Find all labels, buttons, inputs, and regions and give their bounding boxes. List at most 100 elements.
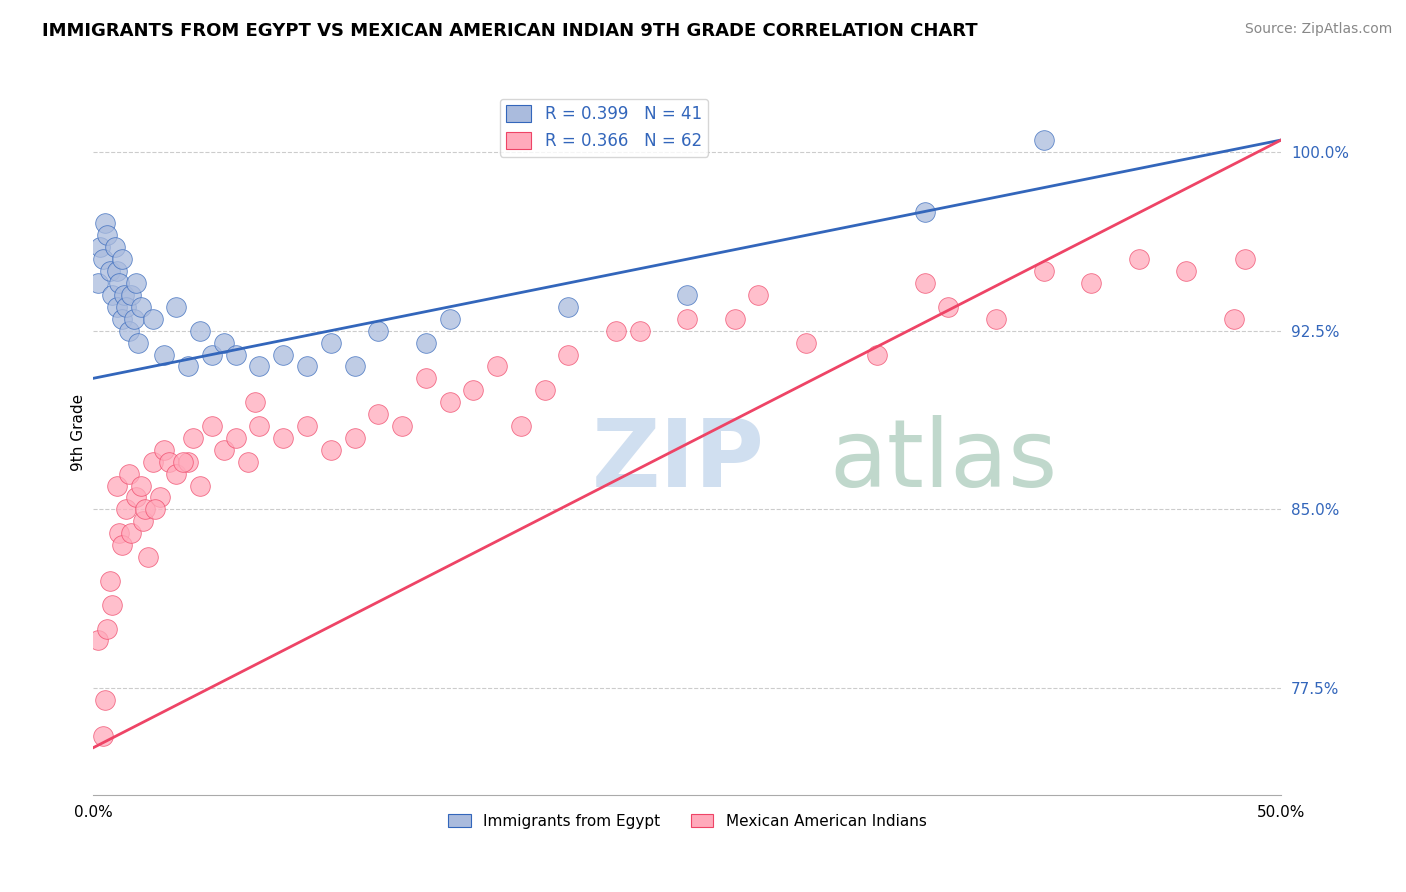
Point — [271, 431, 294, 445]
Point — [676, 288, 699, 302]
Point — [129, 478, 152, 492]
Point — [143, 502, 166, 516]
Point — [463, 384, 485, 398]
Point — [87, 276, 110, 290]
Point — [249, 419, 271, 434]
Point — [243, 395, 266, 409]
Legend: Immigrants from Egypt, Mexican American Indians: Immigrants from Egypt, Mexican American … — [441, 808, 932, 835]
Point — [125, 276, 148, 290]
Point — [343, 359, 366, 374]
Point — [866, 347, 889, 361]
Point — [94, 216, 117, 230]
Point — [153, 442, 176, 457]
Point — [225, 347, 247, 361]
Point — [914, 204, 936, 219]
Point — [486, 359, 509, 374]
Point — [201, 419, 224, 434]
Text: ZIP: ZIP — [592, 415, 765, 507]
Point — [111, 311, 134, 326]
Point — [724, 311, 747, 326]
Point — [177, 455, 200, 469]
Point — [605, 324, 627, 338]
Point — [212, 442, 235, 457]
Point — [295, 359, 318, 374]
Point — [984, 311, 1007, 326]
Point — [172, 455, 194, 469]
Point — [343, 431, 366, 445]
Point — [177, 359, 200, 374]
Text: atlas: atlas — [830, 415, 1057, 507]
Point — [111, 538, 134, 552]
Point — [201, 347, 224, 361]
Point — [157, 455, 180, 469]
Point — [136, 550, 159, 565]
Point — [319, 335, 342, 350]
Point — [132, 514, 155, 528]
Point — [101, 288, 124, 302]
Point — [415, 335, 437, 350]
Text: IMMIGRANTS FROM EGYPT VS MEXICAN AMERICAN INDIAN 9TH GRADE CORRELATION CHART: IMMIGRANTS FROM EGYPT VS MEXICAN AMERICA… — [42, 22, 977, 40]
Point — [165, 467, 187, 481]
Point — [105, 478, 128, 492]
Point — [367, 324, 389, 338]
Point — [120, 288, 142, 302]
Point — [142, 455, 165, 469]
Point — [108, 276, 131, 290]
Point — [676, 311, 699, 326]
Point — [914, 276, 936, 290]
Point — [108, 526, 131, 541]
Point — [225, 431, 247, 445]
Point — [271, 347, 294, 361]
Text: Source: ZipAtlas.com: Source: ZipAtlas.com — [1244, 22, 1392, 37]
Point — [319, 442, 342, 457]
Point — [134, 502, 156, 516]
Point — [125, 491, 148, 505]
Point — [115, 300, 138, 314]
Point — [367, 407, 389, 421]
Point — [129, 300, 152, 314]
Point — [1222, 311, 1244, 326]
Point — [98, 264, 121, 278]
Point — [236, 455, 259, 469]
Point — [105, 264, 128, 278]
Point — [96, 228, 118, 243]
Point — [96, 622, 118, 636]
Point — [91, 252, 114, 267]
Point — [628, 324, 651, 338]
Point — [89, 240, 111, 254]
Point — [533, 384, 555, 398]
Point — [115, 502, 138, 516]
Point — [188, 478, 211, 492]
Y-axis label: 9th Grade: 9th Grade — [72, 393, 86, 470]
Point — [153, 347, 176, 361]
Point — [557, 300, 579, 314]
Point — [794, 335, 817, 350]
Point — [938, 300, 960, 314]
Point — [295, 419, 318, 434]
Point — [188, 324, 211, 338]
Point — [557, 347, 579, 361]
Point — [103, 240, 125, 254]
Point — [509, 419, 531, 434]
Point — [94, 693, 117, 707]
Point — [1032, 133, 1054, 147]
Point — [111, 252, 134, 267]
Point — [391, 419, 413, 434]
Point — [249, 359, 271, 374]
Point — [87, 633, 110, 648]
Point — [98, 574, 121, 588]
Point — [181, 431, 204, 445]
Point — [91, 729, 114, 743]
Point — [118, 467, 141, 481]
Point — [142, 311, 165, 326]
Point — [149, 491, 172, 505]
Point — [112, 288, 135, 302]
Point — [122, 311, 145, 326]
Point — [439, 395, 461, 409]
Point — [439, 311, 461, 326]
Point — [101, 598, 124, 612]
Point — [1234, 252, 1257, 267]
Point — [1032, 264, 1054, 278]
Point — [1175, 264, 1198, 278]
Point — [1128, 252, 1150, 267]
